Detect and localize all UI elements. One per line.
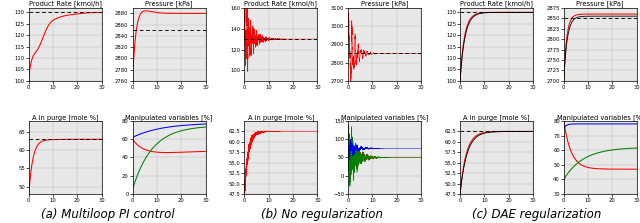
Text: (b) No regularization: (b) No regularization bbox=[261, 208, 383, 221]
Text: (c) DAE regularization: (c) DAE regularization bbox=[472, 208, 601, 221]
Title: Pressure [kPa]: Pressure [kPa] bbox=[361, 1, 408, 8]
Title: Product Rate [kmol/h]: Product Rate [kmol/h] bbox=[460, 1, 533, 8]
Title: Pressure [kPa]: Pressure [kPa] bbox=[577, 1, 624, 8]
Title: Pressure [kPa]: Pressure [kPa] bbox=[145, 1, 193, 8]
Title: Manipulated variables [%]: Manipulated variables [%] bbox=[125, 114, 212, 121]
Title: A in purge [mole %]: A in purge [mole %] bbox=[248, 114, 314, 121]
Title: Product Rate [kmol/h]: Product Rate [kmol/h] bbox=[29, 1, 102, 8]
Title: Product Rate [kmol/h]: Product Rate [kmol/h] bbox=[244, 1, 317, 8]
Title: Manipulated variables [%]: Manipulated variables [%] bbox=[557, 114, 640, 121]
Title: Manipulated variables [%]: Manipulated variables [%] bbox=[341, 114, 428, 121]
Title: A in purge [mole %]: A in purge [mole %] bbox=[32, 114, 99, 121]
Text: (a) Multiloop PI control: (a) Multiloop PI control bbox=[41, 208, 174, 221]
Title: A in purge [mole %]: A in purge [mole %] bbox=[463, 114, 530, 121]
